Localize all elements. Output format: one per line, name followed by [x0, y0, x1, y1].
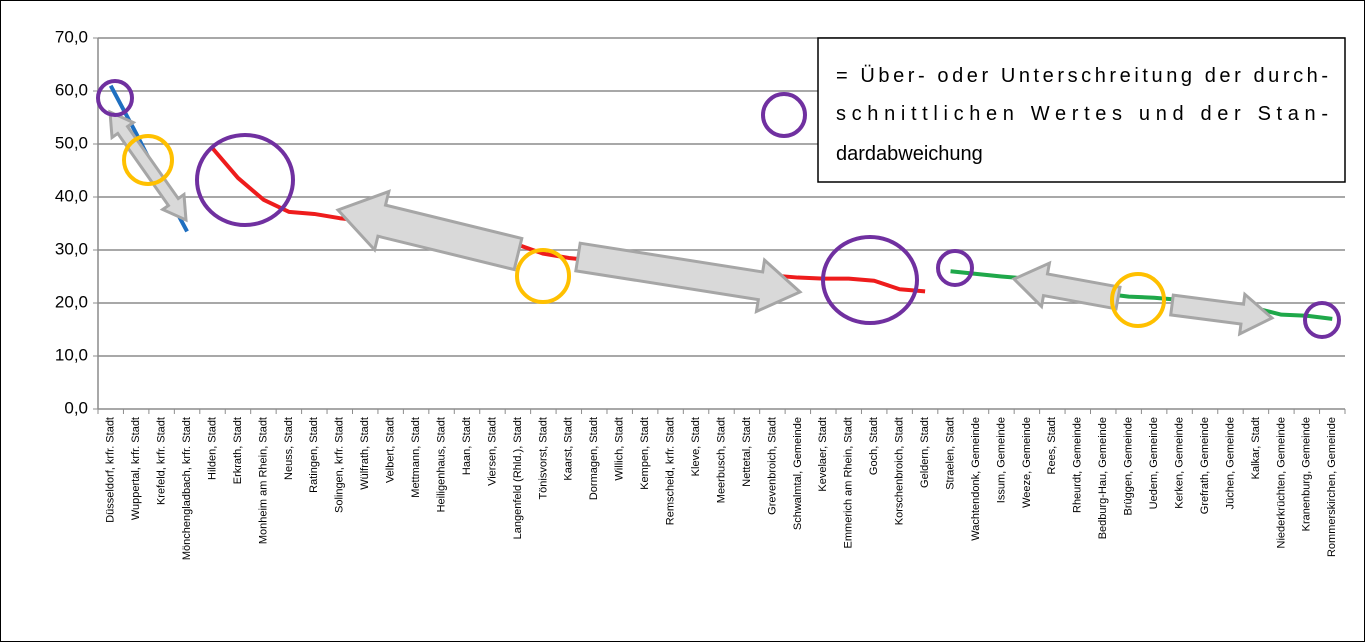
- x-tick-label: Straelen, Stadt: [944, 417, 956, 490]
- annotation: = Über- oder Unterschreitung der durch-: [836, 65, 1328, 87]
- x-tick-label: Monheim am Rhein, Stadt: [257, 417, 269, 544]
- x-tick-label: Hilden, Stadt: [206, 417, 218, 480]
- x-tick-label: Brüggen, Gemeinde: [1123, 417, 1135, 515]
- arrow: [1169, 291, 1275, 337]
- x-tick-label: Nettetal, Stadt: [741, 417, 753, 487]
- x-tick-label: Neuss, Stadt: [283, 417, 295, 480]
- x-tick-label: Bedburg-Hau, Gemeinde: [1097, 417, 1109, 539]
- x-tick-label: Jüchen, Gemeinde: [1224, 417, 1236, 509]
- x-tick-label: Emmerich am Rhein, Stadt: [843, 417, 855, 548]
- x-tick-label: Mönchengladbach, krfr. Stadt: [181, 417, 193, 560]
- x-tick-label: Rheurdt, Gemeinde: [1072, 417, 1084, 513]
- x-tick-label: Wülfrath, Stadt: [359, 417, 371, 490]
- circle: [936, 249, 974, 287]
- annotation-box: [817, 37, 1346, 183]
- x-tick-label: Kranenburg, Gemeinde: [1301, 417, 1313, 531]
- x-tick-label: Grefrath, Gemeinde: [1199, 417, 1211, 514]
- x-tick-label: Solingen, krfr. Stadt: [334, 417, 346, 513]
- x-tick-label: Meerbusch, Stadt: [715, 417, 727, 503]
- x-tick-label: Viersen, Stadt: [486, 417, 498, 486]
- x-tick-label: Niederkrüchten, Gemeinde: [1275, 417, 1287, 548]
- circle: [96, 79, 134, 117]
- x-tick-label: Velbert, Stadt: [385, 417, 397, 483]
- x-tick-label: Grevenbroich, Stadt: [766, 417, 778, 515]
- x-tick-label: Schwalmtal, Gemeinde: [792, 417, 804, 530]
- x-tick-label: Rommerskirchen, Gemeinde: [1326, 417, 1338, 557]
- circle: [195, 133, 295, 227]
- x-tick-label: Ratingen, Stadt: [308, 417, 320, 493]
- markers: [96, 79, 1341, 339]
- x-tick-label: Uedem, Gemeinde: [1148, 417, 1160, 509]
- x-tick-label: Kleve, Stadt: [690, 417, 702, 476]
- circle: [821, 235, 919, 325]
- y-tick-label: 0,0: [64, 398, 88, 417]
- annotation: dardabweichung: [836, 143, 983, 165]
- circle: [122, 134, 174, 186]
- x-tick-label: Rees, Stadt: [1046, 417, 1058, 474]
- x-tick-label: Kempen, Stadt: [639, 417, 651, 490]
- y-tick-label: 50,0: [55, 133, 88, 152]
- circle: [515, 248, 571, 304]
- x-tick-label: Kerken, Gemeinde: [1173, 417, 1185, 509]
- circle: [761, 92, 807, 138]
- x-tick-label: Haan, Stadt: [461, 417, 473, 475]
- data-line: [211, 146, 926, 294]
- circle: [1110, 272, 1166, 328]
- x-tick-label: Goch, Stadt: [868, 417, 880, 475]
- x-tick-label: Tönisvorst, Stadt: [537, 417, 549, 500]
- x-tick-label: Kaarst, Stadt: [563, 417, 575, 481]
- x-tick-label: Dormagen, Stadt: [588, 417, 600, 500]
- arrow: [335, 189, 524, 272]
- x-tick-label: Heiligenhaus, Stadt: [435, 417, 447, 512]
- y-tick-label: 30,0: [55, 239, 88, 258]
- x-tick-label: Krefeld, krfr. Stadt: [156, 417, 168, 505]
- x-tick-label: Korschenbroich, Stadt: [894, 417, 906, 525]
- x-tick-label: Remscheid, krfr. Stadt: [665, 417, 677, 525]
- x-tick-label: Düsseldorf, krfr. Stadt: [105, 417, 117, 523]
- arrow: [108, 109, 188, 223]
- arrow: [574, 241, 803, 314]
- x-tick-label: Mettmann, Stadt: [410, 417, 422, 498]
- x-tick-label: Issum, Gemeinde: [995, 417, 1007, 503]
- y-tick-label: 40,0: [55, 186, 88, 205]
- x-tick-label: Willich, Stadt: [614, 417, 626, 481]
- arrow: [1011, 260, 1122, 311]
- x-tick-label: Kalkar, Stadt: [1250, 417, 1262, 479]
- x-tick-label: Weeze, Gemeinde: [1021, 417, 1033, 508]
- y-tick-label: 10,0: [55, 345, 88, 364]
- x-tick-label: Wachtendonk, Gemeinde: [970, 417, 982, 541]
- x-tick-label: Kevelaer, Stadt: [817, 417, 829, 492]
- x-tick-label: Erkrath, Stadt: [232, 417, 244, 484]
- x-tick-label: Wuppertal, krfr. Stadt: [130, 417, 142, 520]
- y-tick-label: 70,0: [55, 27, 88, 46]
- y-tick-label: 60,0: [55, 80, 88, 99]
- y-tick-label: 20,0: [55, 292, 88, 311]
- x-tick-label: Geldern, Stadt: [919, 417, 931, 488]
- circle: [1303, 301, 1341, 339]
- x-tick-label: Langenfeld (Rhld.), Stadt: [512, 417, 524, 539]
